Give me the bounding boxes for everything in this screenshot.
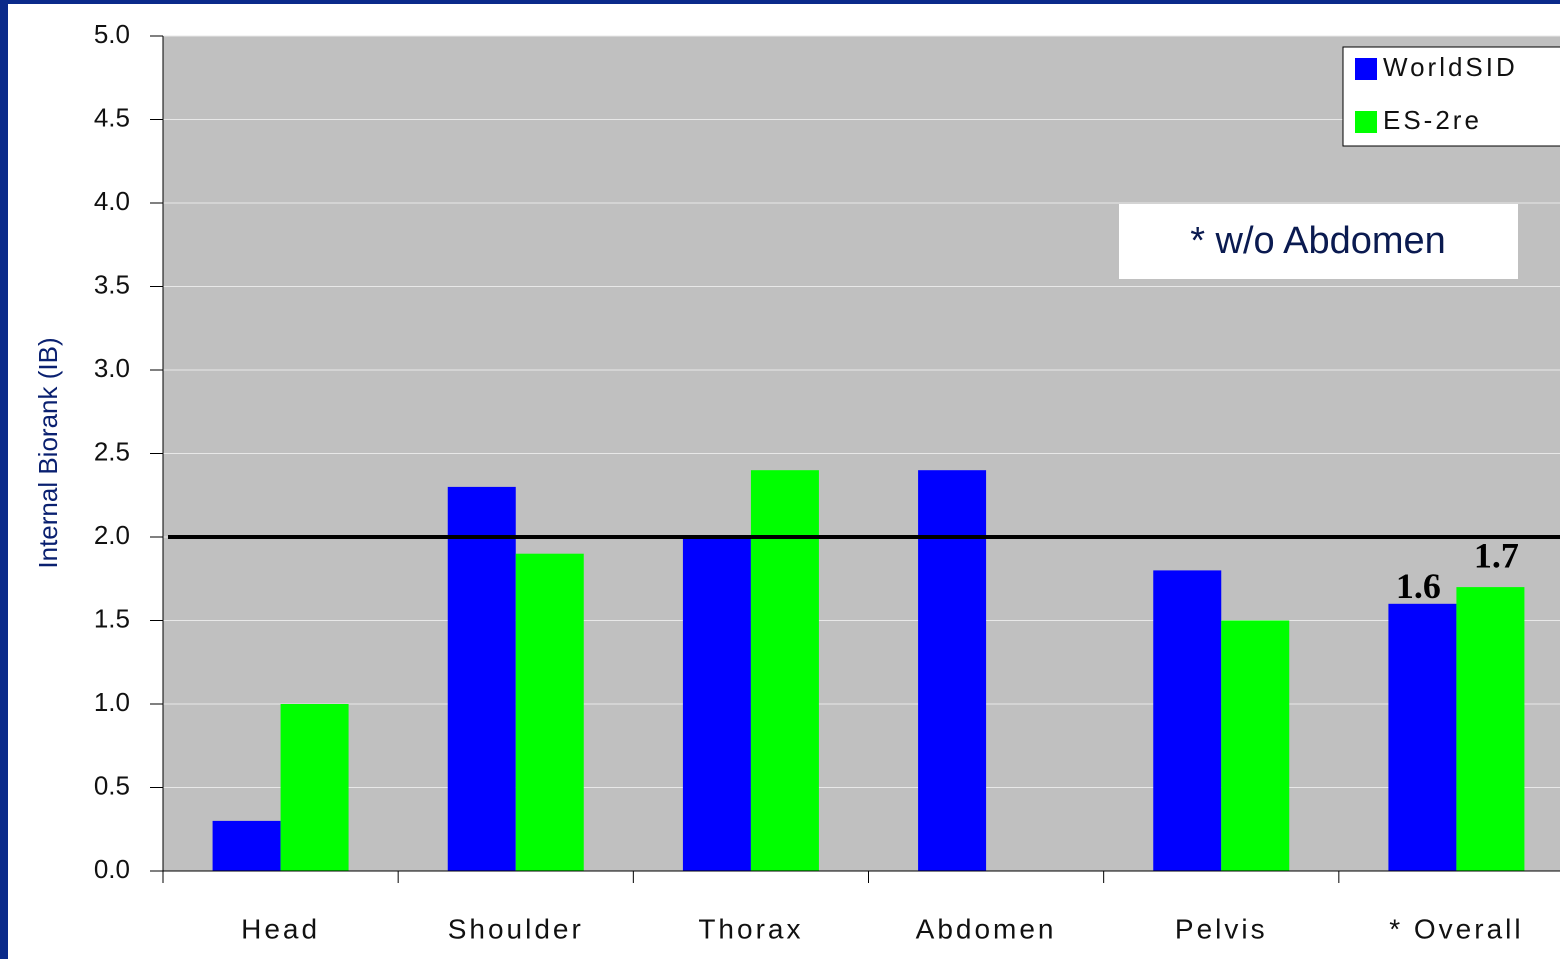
y-axis-label: Internal Biorank (IB) <box>33 337 63 568</box>
y-tick-label: 1.5 <box>94 603 130 633</box>
y-tick-label: 1.0 <box>94 687 130 717</box>
x-tick-label: * Overall <box>1389 913 1523 944</box>
legend-label: WorldSID <box>1383 52 1518 82</box>
y-tick-label: 4.0 <box>94 186 130 216</box>
legend-swatch <box>1355 58 1377 80</box>
y-tick-label: 2.5 <box>94 436 130 466</box>
legend-label: ES-2re <box>1383 105 1482 135</box>
x-tick-label: Pelvis <box>1175 913 1268 944</box>
bar <box>918 470 987 871</box>
legend-box <box>1342 46 1560 147</box>
y-tick-label: 5.0 <box>94 19 130 49</box>
x-tick-label: Thorax <box>698 913 803 944</box>
bar <box>1221 620 1290 871</box>
data-label: 1.7 <box>1474 535 1519 575</box>
bar <box>750 470 819 871</box>
y-tick-label: 4.5 <box>94 102 130 132</box>
bar <box>447 486 516 871</box>
legend-swatch <box>1355 111 1377 133</box>
bar <box>280 704 349 871</box>
y-tick-label: 2.0 <box>94 520 130 550</box>
bar <box>682 537 751 871</box>
y-tick-label: 0.0 <box>94 854 130 884</box>
x-tick-label: Abdomen <box>916 913 1057 944</box>
annotation-box <box>1119 204 1518 279</box>
bar <box>1388 603 1457 871</box>
bar <box>212 820 281 871</box>
x-tick-label: Shoulder <box>448 913 584 944</box>
data-label: 1.6 <box>1396 566 1441 606</box>
annotation: * w/o Abdomen <box>1190 220 1446 262</box>
y-tick-label: 0.5 <box>94 770 130 800</box>
frame-left <box>0 0 8 959</box>
y-tick-label: 3.5 <box>94 269 130 299</box>
bar <box>1153 570 1222 871</box>
y-tick-label: 3.0 <box>94 353 130 383</box>
bar <box>1456 587 1525 871</box>
bar <box>515 553 584 871</box>
frame-top <box>0 0 1560 4</box>
x-tick-label: Head <box>241 913 320 944</box>
